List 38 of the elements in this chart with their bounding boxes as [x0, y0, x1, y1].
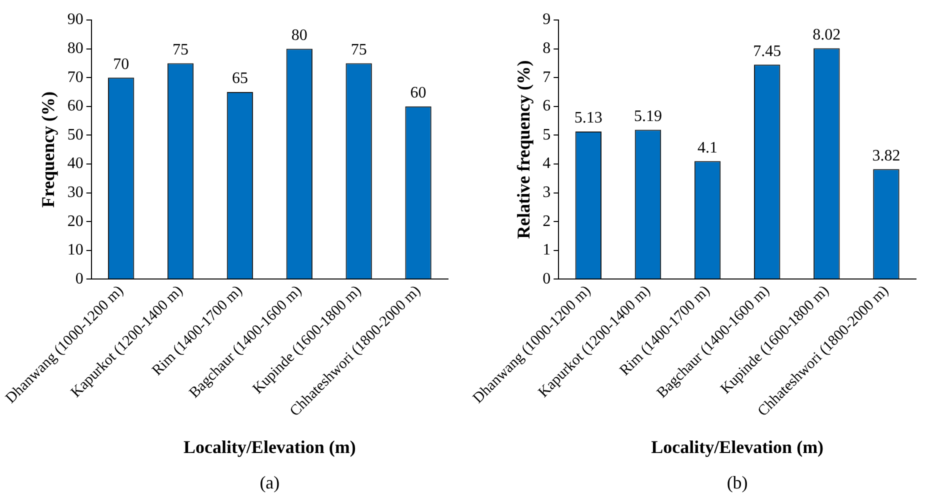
data-label: 5.19: [634, 108, 662, 125]
data-label: 75: [350, 41, 367, 58]
data-label: 8.02: [812, 26, 841, 44]
data-label: 70: [113, 56, 130, 73]
data-label: 5.13: [574, 110, 602, 127]
y-tick-label: 5: [542, 126, 551, 144]
y-tick-label: 6: [542, 98, 551, 115]
data-label: 7.45: [753, 42, 782, 60]
y-tick-label: 4: [542, 155, 551, 172]
text: (b): [726, 472, 748, 493]
y-tick-label: 2: [542, 212, 551, 230]
data-label: 3.82: [872, 147, 900, 164]
data-label: 65: [232, 70, 248, 88]
data-label: 4.1: [698, 139, 718, 156]
text: (a): [260, 472, 280, 493]
y-axis-title: Relative frequency (%): [513, 60, 534, 239]
y-tick-label: 7: [542, 68, 551, 86]
y-tick-label: 8: [542, 40, 551, 57]
y-tick-label: 0: [542, 270, 551, 288]
x-axis-title: Locality/Elevation (m): [183, 436, 356, 457]
y-tick-label: 20: [67, 212, 84, 230]
y-tick-label: 90: [67, 11, 84, 28]
data-label: 80: [291, 27, 308, 44]
y-tick-label: 30: [67, 184, 84, 201]
y-tick-label: 10: [67, 242, 84, 259]
y-tick-label: 9: [542, 11, 551, 28]
y-tick-label: 3: [542, 184, 551, 201]
y-tick-label: 80: [67, 40, 84, 57]
y-tick-label: 0: [75, 270, 84, 288]
y-tick-label: 60: [67, 98, 84, 115]
y-tick-label: 1: [542, 242, 551, 259]
y-tick-label: 50: [67, 126, 84, 144]
y-axis-title: Frequency (%): [38, 92, 58, 208]
y-tick-label: 70: [67, 68, 84, 86]
data-label: 75: [172, 41, 189, 58]
x-axis-title: Locality/Elevation (m): [651, 436, 824, 457]
data-label: 60: [410, 84, 426, 102]
y-tick-label: 40: [67, 155, 84, 172]
